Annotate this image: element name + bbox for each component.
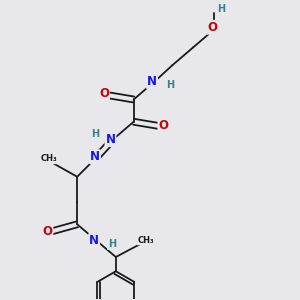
- Text: N: N: [147, 75, 157, 88]
- Text: CH₃: CH₃: [40, 154, 57, 164]
- Text: O: O: [207, 21, 218, 34]
- Text: H: H: [91, 129, 99, 139]
- Text: H: H: [166, 80, 174, 90]
- Text: O: O: [158, 119, 168, 132]
- Text: CH₃: CH₃: [137, 236, 154, 244]
- Text: H: H: [217, 4, 225, 14]
- Text: N: N: [106, 133, 116, 146]
- Text: H: H: [108, 239, 116, 249]
- Text: O: O: [43, 225, 52, 238]
- Text: N: N: [89, 234, 99, 247]
- Text: N: N: [90, 150, 100, 163]
- Text: O: O: [99, 87, 109, 100]
